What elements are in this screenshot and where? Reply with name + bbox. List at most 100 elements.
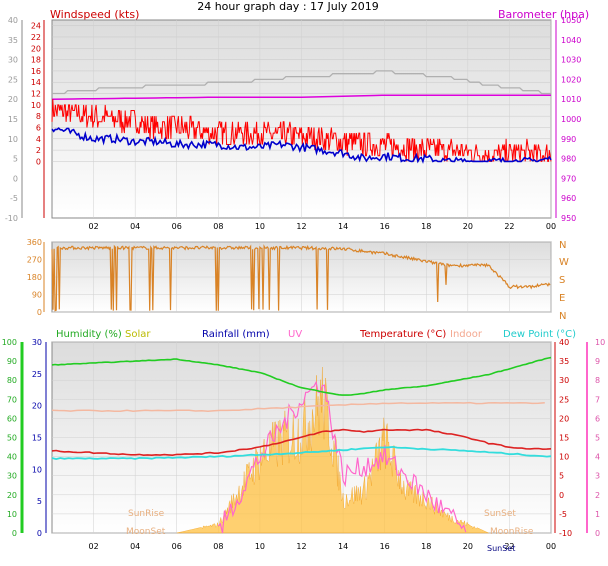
series-gust: [51, 99, 552, 162]
wind-xtick-label: 02: [88, 222, 98, 231]
wind-ytick-label: 22: [31, 33, 41, 42]
wind-outer-tick-label: 0: [13, 174, 18, 183]
climate-xtick-label: 00: [546, 542, 556, 551]
series-uv: [217, 380, 467, 534]
wind-xtick-label: 00: [546, 222, 556, 231]
series-grey-line: [52, 70, 551, 95]
temp-tick-label: 40: [559, 338, 569, 347]
rain-tick-label: 20: [32, 402, 42, 411]
series-temperature: [51, 428, 552, 457]
climate-xtick-label: 08: [213, 542, 223, 551]
wind-ytick-label: 24: [31, 22, 41, 31]
direction-ytick-label: 90: [32, 291, 42, 300]
wind-xtick-label: 08: [213, 222, 223, 231]
humidity-tick-label: 80: [7, 376, 17, 385]
compass-label: E: [559, 293, 565, 304]
wind-xtick-label: 12: [296, 222, 306, 231]
wind-outer-tick-label: 5: [13, 155, 18, 164]
baro-tick-label: 980: [561, 155, 576, 164]
wind-xtick-label: 20: [463, 222, 473, 231]
wind-xtick-label: 22: [504, 222, 514, 231]
climate-xtick-label: 18: [421, 542, 431, 551]
baro-tick-label: 990: [561, 135, 576, 144]
uv-tick-label: 4: [595, 453, 600, 462]
uv-tick-label: 1: [595, 510, 600, 519]
solar-label: Solar: [125, 329, 151, 340]
humidity-tick-label: 100: [2, 338, 17, 347]
baro-tick-label: 1050: [561, 16, 581, 25]
humidity-tick-label: 90: [7, 357, 17, 366]
wind-xtick-label: 06: [172, 222, 182, 231]
compass-label: N: [559, 240, 566, 251]
wind-ytick-label: 20: [31, 44, 41, 53]
moonrise-label: MoonRise: [490, 527, 534, 537]
sunset-bottom-label: SunSet: [487, 544, 515, 553]
uv-tick-label: 3: [595, 472, 600, 481]
wind-ytick-label: 16: [31, 67, 41, 76]
sunrise-label: SunRise: [128, 509, 165, 519]
wind-xtick-label: 14: [338, 222, 348, 231]
indoor-label: Indoor: [450, 329, 483, 340]
baro-tick-label: 970: [561, 174, 576, 183]
wind-outer-tick-label: 15: [8, 115, 18, 124]
wind-ytick-label: 10: [31, 101, 41, 110]
baro-tick-label: 1030: [561, 56, 581, 65]
humidity-tick-label: 30: [7, 472, 17, 481]
wind-outer-tick-label: 20: [8, 95, 18, 104]
uv-label: UV: [288, 329, 302, 340]
direction-ytick-label: 270: [27, 256, 42, 265]
dewpoint-label: Dew Point (°C): [503, 329, 576, 340]
wind-xtick-label: 04: [130, 222, 140, 231]
temp-tick-label: 10: [559, 453, 569, 462]
humidity-tick-label: 20: [7, 491, 17, 500]
series-average: [51, 127, 552, 164]
climate-xtick-label: 16: [380, 542, 390, 551]
wind-outer-tick-label: 25: [8, 75, 18, 84]
wind-ytick-label: 8: [36, 112, 41, 121]
compass-label: N: [559, 311, 566, 322]
temp-tick-label: 15: [559, 434, 569, 443]
rainfall-label: Rainfall (mm): [202, 329, 270, 340]
baro-tick-label: 1010: [561, 95, 581, 104]
baro-tick-label: 950: [561, 214, 576, 223]
humidity-label: Humidity (%): [56, 329, 122, 340]
wind-ytick-label: 0: [36, 157, 41, 166]
compass-label: S: [559, 275, 565, 286]
direction-ytick-label: 360: [27, 238, 42, 247]
wind-outer-tick-label: -5: [10, 194, 18, 203]
rain-tick-label: 10: [32, 465, 42, 474]
wind-outer-tick-label: 35: [8, 36, 18, 45]
windspeed-label: Windspeed (kts): [50, 8, 139, 21]
wind-outer-tick-label: 30: [8, 56, 18, 65]
temp-tick-label: 35: [559, 357, 569, 366]
wind-outer-tick-label: -10: [5, 214, 18, 223]
temp-tick-label: -5: [559, 510, 567, 519]
temperature-label: Temperature (°C): [359, 329, 446, 340]
wind-ytick-label: 18: [31, 56, 41, 65]
series-direction: [51, 244, 551, 312]
humidity-tick-label: 10: [7, 510, 17, 519]
wind-outer-tick-label: 10: [8, 135, 18, 144]
rain-tick-label: 25: [32, 370, 42, 379]
uv-tick-label: 7: [595, 395, 600, 404]
wind-xtick-label: 18: [421, 222, 431, 231]
uv-tick-label: 5: [595, 434, 600, 443]
temp-tick-label: 5: [559, 472, 564, 481]
humidity-tick-label: 50: [7, 434, 17, 443]
temp-tick-label: 30: [559, 376, 569, 385]
baro-tick-label: 1000: [561, 115, 581, 124]
barometer-label: Barometer (hpa): [498, 8, 589, 21]
direction-ytick-label: 0: [37, 308, 42, 317]
rain-tick-label: 5: [37, 497, 42, 506]
climate-xtick-label: 04: [130, 542, 140, 551]
direction-ytick-label: 180: [27, 273, 42, 282]
humidity-tick-label: 0: [12, 529, 17, 538]
climate-xtick-label: 14: [338, 542, 348, 551]
uv-tick-label: 2: [595, 491, 600, 500]
climate-xtick-label: 20: [463, 542, 473, 551]
wind-ytick-label: 6: [36, 123, 41, 132]
chart-title: 24 hour graph day : 17 July 2019: [197, 0, 379, 13]
temp-tick-label: 20: [559, 414, 569, 423]
